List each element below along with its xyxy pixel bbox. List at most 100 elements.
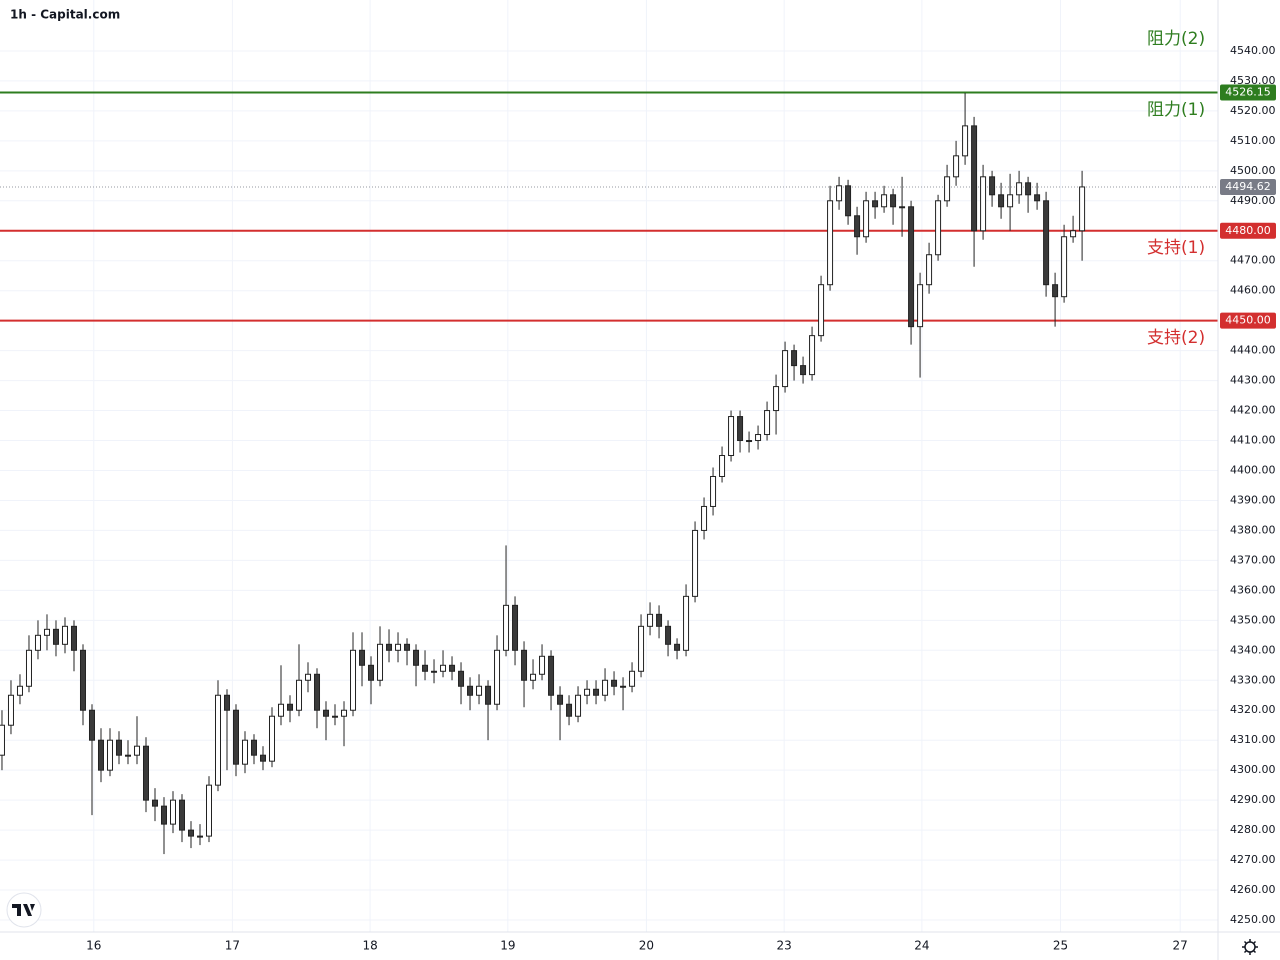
candle-body bbox=[224, 694, 231, 711]
annotation: 支持(1) bbox=[1147, 238, 1205, 258]
y-tick-label: 4530.00 bbox=[1230, 74, 1276, 87]
y-tick-label: 4420.00 bbox=[1230, 404, 1276, 417]
x-tick-label: 23 bbox=[777, 939, 792, 953]
y-tick-label: 4250.00 bbox=[1230, 913, 1276, 926]
candle-body bbox=[764, 410, 771, 436]
level-label: 4480.00 bbox=[1225, 224, 1271, 237]
candle-body bbox=[395, 643, 402, 651]
candle-body bbox=[449, 664, 456, 672]
y-tick-label: 4500.00 bbox=[1230, 164, 1276, 177]
candle-body bbox=[151, 799, 158, 807]
candle-body bbox=[215, 694, 222, 786]
y-tick-label: 4290.00 bbox=[1230, 793, 1276, 806]
candle-body bbox=[827, 200, 834, 286]
x-tick-label: 19 bbox=[500, 939, 515, 953]
tradingview-logo[interactable] bbox=[6, 892, 42, 928]
y-tick-label: 4470.00 bbox=[1230, 254, 1276, 267]
y-tick-label: 4390.00 bbox=[1230, 493, 1276, 506]
candle-body bbox=[899, 206, 906, 209]
candle-body bbox=[106, 739, 113, 771]
candle-body bbox=[890, 194, 897, 208]
candle-body bbox=[251, 739, 258, 756]
candle-body bbox=[872, 200, 879, 208]
y-tick-label: 4310.00 bbox=[1230, 733, 1276, 746]
x-tick-label: 27 bbox=[1173, 939, 1188, 953]
axes: 4250.00 4260.00 4270.00 4280.00 4290.00 4300.… bbox=[86, 44, 1276, 953]
candle-body bbox=[332, 715, 339, 718]
candle-body bbox=[881, 194, 888, 208]
candle-body bbox=[800, 365, 807, 376]
candle-body bbox=[52, 628, 59, 645]
y-tick-label: 4370.00 bbox=[1230, 553, 1276, 566]
x-tick-label: 24 bbox=[914, 939, 929, 953]
level-badge bbox=[1220, 84, 1276, 101]
candle-body bbox=[584, 688, 591, 696]
x-tick-label: 16 bbox=[86, 939, 101, 953]
candle-body bbox=[34, 634, 41, 651]
candle-body bbox=[539, 655, 546, 675]
candle-body bbox=[16, 685, 23, 696]
candle-body bbox=[836, 185, 843, 202]
settings-icon[interactable] bbox=[1242, 939, 1258, 955]
candle-body bbox=[494, 649, 501, 705]
candle-body bbox=[521, 649, 528, 681]
candle-body bbox=[269, 715, 276, 762]
candle-body bbox=[737, 416, 744, 442]
candle-body bbox=[917, 284, 924, 328]
candle-body bbox=[854, 215, 861, 238]
candle-body bbox=[557, 694, 564, 705]
candle-body bbox=[548, 655, 555, 696]
y-tick-label: 4360.00 bbox=[1230, 583, 1276, 596]
candle-body bbox=[323, 709, 330, 717]
candle-body bbox=[683, 595, 690, 651]
candle-body bbox=[70, 625, 77, 651]
candle-body bbox=[1079, 186, 1086, 232]
candle-body bbox=[260, 754, 267, 762]
y-tick-label: 4300.00 bbox=[1230, 763, 1276, 776]
annotation: 阻力(2) bbox=[1147, 29, 1205, 49]
candle-body bbox=[971, 125, 978, 232]
candle-body bbox=[350, 649, 357, 711]
annotation: 支持(2) bbox=[1147, 328, 1205, 348]
candle-body bbox=[1043, 200, 1050, 286]
candle-body bbox=[809, 335, 816, 376]
candle-body bbox=[512, 604, 519, 651]
level-badge bbox=[1220, 312, 1276, 329]
x-tick-label: 25 bbox=[1053, 939, 1068, 953]
candle-body bbox=[88, 709, 95, 741]
candle-body bbox=[404, 643, 411, 651]
y-tick-label: 4540.00 bbox=[1230, 44, 1276, 57]
y-tick-label: 4430.00 bbox=[1230, 374, 1276, 387]
candle-body bbox=[791, 350, 798, 367]
y-tick-label: 4440.00 bbox=[1230, 344, 1276, 357]
candle-body bbox=[701, 505, 708, 531]
y-tick-label: 4280.00 bbox=[1230, 823, 1276, 836]
candle-body bbox=[1070, 230, 1077, 238]
candle-body bbox=[359, 649, 366, 666]
candle-body bbox=[485, 685, 492, 705]
candle-body bbox=[935, 200, 942, 256]
candle-body bbox=[1007, 194, 1014, 208]
candle-body bbox=[638, 625, 645, 672]
candle-body bbox=[160, 805, 167, 825]
candle-body bbox=[863, 200, 870, 238]
candle-body bbox=[773, 386, 780, 412]
candle-body bbox=[998, 194, 1005, 208]
candle-body bbox=[43, 628, 50, 636]
candle-body bbox=[233, 709, 240, 765]
candle-body bbox=[629, 670, 636, 687]
candle-body bbox=[25, 649, 32, 687]
candle-body bbox=[278, 703, 285, 717]
levels bbox=[0, 91, 1218, 322]
candle-body bbox=[503, 604, 510, 651]
candle-body bbox=[341, 709, 348, 717]
candle-body bbox=[368, 664, 375, 681]
candle-body bbox=[476, 685, 483, 696]
candle-body bbox=[1034, 194, 1041, 202]
candle-body bbox=[746, 440, 753, 443]
candle-body bbox=[665, 625, 672, 645]
y-tick-label: 4400.00 bbox=[1230, 463, 1276, 476]
y-tick-label: 4260.00 bbox=[1230, 883, 1276, 896]
